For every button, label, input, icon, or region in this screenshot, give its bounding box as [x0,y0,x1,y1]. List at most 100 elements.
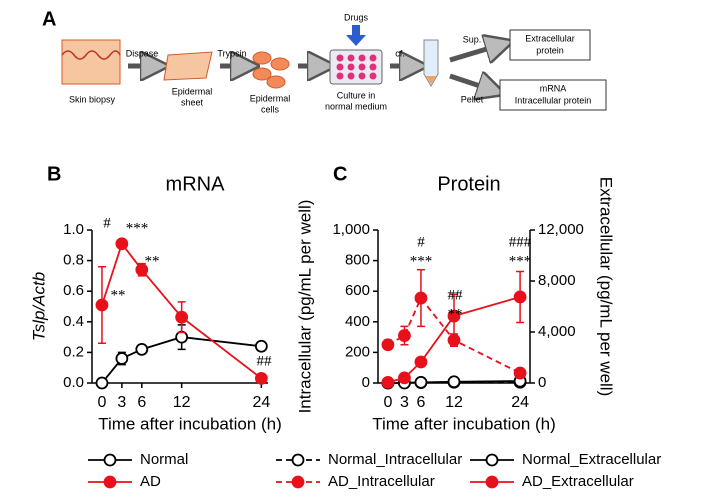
panel-a: A Skin biopsy Dispase Epidermal sheet Tr… [42,8,607,114]
skin-wave [61,50,121,60]
step-label: Sup. [463,34,482,44]
step-label: Dispase [126,48,159,58]
annotation: *** [126,220,149,236]
marker [135,263,149,277]
y-tick-label: 0 [362,374,370,391]
legend-marker [103,453,117,467]
step-label: cf. [395,48,405,58]
y-tick-label: 0.6 [63,282,84,299]
panel-label: B [47,163,61,185]
chart-title: mRNA [166,173,226,195]
box-label: Extracellular [525,33,575,43]
marker [95,376,109,390]
annotation: *** [509,253,532,269]
step-label: Skin biopsy [69,94,116,104]
step-label: Epidermal [250,93,291,103]
annotation: ** [145,253,160,269]
y2-tick-label: 8,000 [538,272,576,289]
y-tick-label: 400 [345,313,370,330]
wells [336,54,377,80]
annotation: # [417,234,425,250]
y-tick-label: 0.8 [63,252,84,269]
marker [513,290,527,304]
y-tick-label: 200 [345,343,370,360]
step-label: Pellet [461,94,484,104]
chart-title: Protein [437,173,500,195]
box-label: protein [536,45,564,55]
x-tick-label: 3 [117,394,126,411]
marker [381,338,395,352]
y-tick-label: 1,000 [332,221,370,238]
step-label: Epidermal [172,86,213,96]
annotation: ## [257,353,273,369]
tube-icon [423,39,439,87]
legend-marker [485,453,499,467]
annotation: *** [410,253,433,269]
annotation: ### [509,234,532,250]
arrow [449,45,500,60]
legend-marker [103,475,117,489]
marker [414,355,428,369]
marker [513,366,527,380]
step-label: Drugs [344,12,369,22]
box [499,79,607,111]
drug-arrow [346,25,366,46]
x-label: Time after incubation (h) [372,414,556,433]
marker [135,342,149,356]
marker [95,298,109,312]
x-label: Time after incubation (h) [98,414,282,433]
pellet-icon [426,76,436,84]
y-tick-label: 1.0 [63,221,84,238]
marker [447,309,461,323]
y-tick-label: 600 [345,282,370,299]
legend-label: Normal_Intracellular [328,451,462,468]
x-tick-label: 24 [511,394,529,411]
x-tick-label: 0 [98,394,107,411]
marker [254,339,268,353]
cells-icon [252,51,290,89]
legend-label: Normal [140,451,188,468]
legend-marker [485,475,499,489]
box [509,29,591,61]
y-tick-label: 800 [345,252,370,269]
x-tick-label: 12 [173,394,191,411]
legend-label: AD_Intracellular [328,473,435,490]
step-label: normal medium [325,101,387,111]
y-tick-label: 0.4 [63,313,84,330]
x-tick-label: 12 [445,394,463,411]
y2-tick-label: 4,000 [538,323,576,340]
y2-label: Extracellular (pg/mL per well) [597,177,616,397]
annotation: ## [448,287,464,303]
x-tick-label: 0 [383,394,392,411]
y-tick-label: 0.2 [63,343,84,360]
skin-icon [61,39,121,85]
annotation: # [103,215,111,231]
x-tick-label: 6 [137,394,146,411]
annotation: ** [111,287,126,303]
y-tick-label: 0.0 [63,374,84,391]
x-tick-label: 3 [400,394,409,411]
legend-label: AD_Extracellular [522,473,634,490]
marker [398,371,411,385]
step-label: Trypsin [217,48,246,58]
annotation: ** [448,306,463,322]
x-tick-label: 6 [417,394,426,411]
panel-label: A [42,8,56,30]
legend-marker [291,475,305,489]
legend-marker [291,453,305,467]
y-label: Tslp/Actb [29,272,48,341]
sheet-icon [163,51,213,81]
legend-label: Normal_Extracellular [522,451,661,468]
x-tick-label: 24 [252,394,270,411]
marker [175,310,189,324]
box-label: mRNA [540,83,567,93]
marker [398,329,411,342]
step-label: Culture in [337,90,376,100]
y2-tick-label: 12,000 [538,221,584,238]
arrow [449,76,492,90]
legend-label: AD [140,473,161,490]
panel-label: C [333,163,347,185]
marker [447,375,461,389]
y-label: Intracellular (pg/mL per well) [295,200,314,414]
